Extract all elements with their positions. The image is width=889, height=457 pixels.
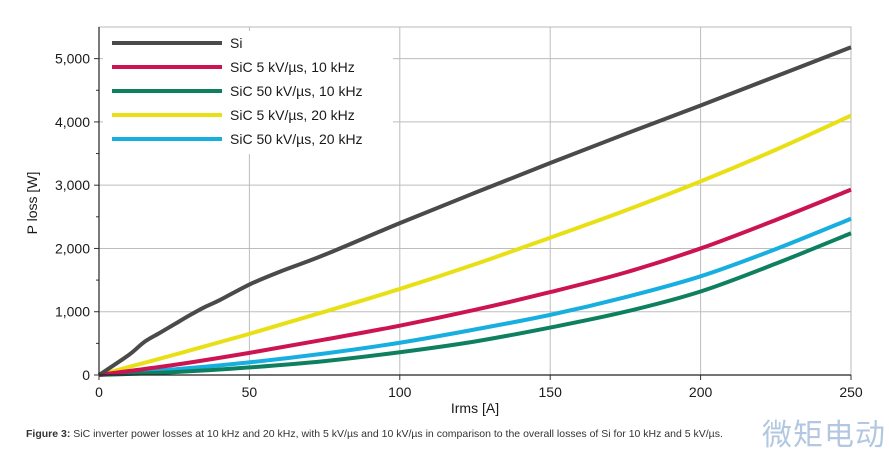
series-line	[98, 216, 852, 377]
caption-text: SiC inverter power losses at 10 kHz and …	[73, 428, 723, 440]
series-line	[98, 113, 852, 377]
series-line	[98, 231, 852, 377]
x-tick-label: 150	[539, 384, 563, 400]
axes: 0 50 100 150 200 250 0 1,000 2,000 3,000 4,000 5,00…	[55, 27, 863, 400]
x-tick-label: 100	[388, 384, 412, 400]
legend-entry-label: Si	[230, 35, 242, 51]
y-tick-label: 2,000	[55, 240, 90, 256]
watermark: 微矩电动	[762, 418, 886, 453]
legend-entry-label: SiC 50 kV/µs, 20 kHz	[230, 131, 363, 147]
x-tick-label: 200	[689, 384, 713, 400]
y-tick-label: 0	[82, 367, 90, 383]
caption-label: Figure 3:	[26, 428, 71, 440]
y-axis-label: P loss [W]	[24, 172, 40, 235]
legend-entry-label: SiC 5 kV/µs, 20 kHz	[230, 107, 355, 123]
x-axis-label: Irms [A]	[451, 400, 499, 416]
y-tick-label: 1,000	[55, 304, 90, 320]
series-line	[97, 45, 852, 377]
series-lines	[97, 45, 852, 377]
y-tick-label: 4,000	[55, 114, 90, 130]
legend-entry-label: SiC 5 kV/µs, 10 kHz	[230, 59, 355, 75]
y-tick-label: 5,000	[55, 51, 90, 67]
loss-chart: 0 50 100 150 200 250 0 1,000 2,000 3,000 4,000 5,00…	[24, 26, 863, 416]
x-tick-label: 0	[95, 384, 103, 400]
legend-entry-label: SiC 50 kV/µs, 10 kHz	[230, 83, 363, 99]
x-tick-label: 250	[839, 384, 863, 400]
y-tick-label: 3,000	[55, 177, 90, 193]
series-line	[98, 187, 852, 377]
legend: Si SiC 5 kV/µs, 10 kHz SiC 50 kV/µs, 10 kH…	[103, 31, 393, 154]
figure-caption: Figure 3: SiC inverter power losses at 1…	[26, 428, 723, 440]
x-tick-label: 50	[242, 384, 258, 400]
